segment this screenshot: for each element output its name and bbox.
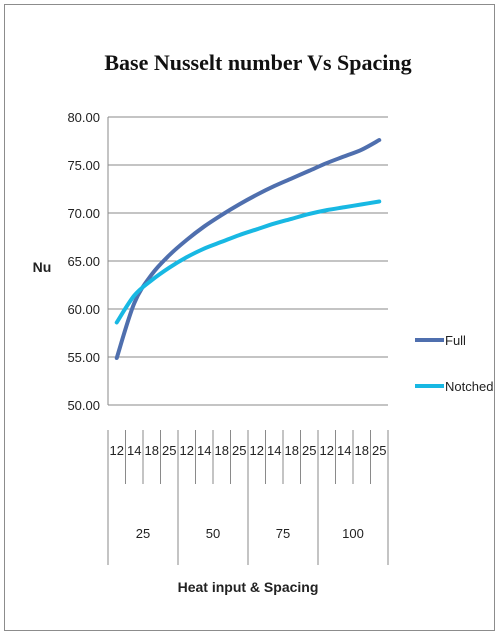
- legend-label: Full: [445, 333, 466, 348]
- x-tick-label: 12: [320, 443, 334, 458]
- x-tick-label: 12: [110, 443, 124, 458]
- series-line-full: [114, 138, 382, 360]
- chart-frame: [4, 4, 495, 631]
- y-axis-label: Nu: [33, 259, 52, 275]
- x-tick-label: 12: [180, 443, 194, 458]
- x-tick-label: 18: [355, 443, 369, 458]
- x-group-label: 75: [276, 526, 290, 541]
- x-axis-label: Heat input & Spacing: [178, 579, 319, 595]
- x-tick-label: 14: [337, 443, 351, 458]
- legend-label: Notched: [445, 379, 493, 394]
- x-tick-label: 18: [145, 443, 159, 458]
- x-group-label: 100: [342, 526, 364, 541]
- y-tick-label: 60.00: [67, 302, 100, 317]
- x-tick-label: 14: [197, 443, 211, 458]
- series-lines: [114, 138, 382, 360]
- x-tick-label: 25: [372, 443, 386, 458]
- x-group-label: 50: [206, 526, 220, 541]
- x-group-label: 25: [136, 526, 150, 541]
- gridlines: [108, 116, 388, 406]
- x-tick-label: 18: [285, 443, 299, 458]
- y-tick-label: 65.00: [67, 254, 100, 269]
- x-tick-label: 25: [302, 443, 316, 458]
- legend: Full Notched: [415, 333, 493, 394]
- chart-title: Base Nusselt number Vs Spacing: [104, 50, 411, 75]
- y-tick-label: 70.00: [67, 206, 100, 221]
- x-tick-label: 14: [267, 443, 281, 458]
- x-tick-label: 12: [250, 443, 264, 458]
- y-tick-label: 80.00: [67, 110, 100, 125]
- x-tick-label: 25: [232, 443, 246, 458]
- y-tick-label: 55.00: [67, 350, 100, 365]
- x-tick-label: 18: [215, 443, 229, 458]
- x-tick-label: 25: [162, 443, 176, 458]
- y-tick-label: 50.00: [67, 398, 100, 413]
- y-tick-label: 75.00: [67, 158, 100, 173]
- series-line-notched: [114, 199, 382, 325]
- x-tick-label: 14: [127, 443, 141, 458]
